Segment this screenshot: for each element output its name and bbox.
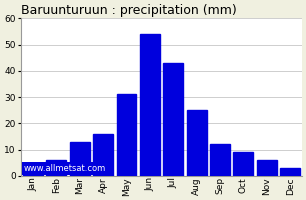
Bar xyxy=(117,94,136,176)
Bar xyxy=(210,144,230,176)
Bar xyxy=(257,160,277,176)
Bar xyxy=(233,152,253,176)
Bar xyxy=(23,168,43,176)
Bar xyxy=(280,168,300,176)
Text: Baruunturuun : precipitation (mm): Baruunturuun : precipitation (mm) xyxy=(21,4,237,17)
Bar xyxy=(163,63,183,176)
Bar xyxy=(47,160,66,176)
Text: www.allmetsat.com: www.allmetsat.com xyxy=(24,164,106,173)
Bar xyxy=(187,110,207,176)
Bar xyxy=(93,134,113,176)
Bar xyxy=(70,142,90,176)
Bar xyxy=(140,34,160,176)
